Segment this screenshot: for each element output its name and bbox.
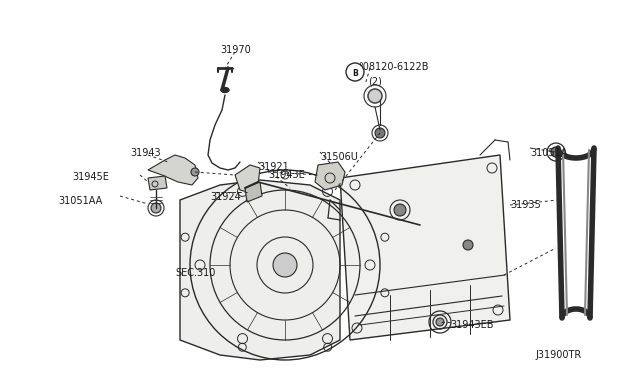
Circle shape [551, 147, 561, 157]
Text: 31935: 31935 [510, 200, 541, 210]
Text: (2): (2) [368, 76, 382, 86]
Circle shape [436, 318, 444, 326]
Text: 31970: 31970 [220, 45, 251, 55]
Circle shape [463, 240, 473, 250]
Text: 31506U: 31506U [320, 152, 358, 162]
Polygon shape [180, 180, 340, 360]
Circle shape [273, 253, 297, 277]
Polygon shape [148, 176, 167, 190]
Circle shape [151, 203, 161, 213]
Polygon shape [245, 182, 262, 202]
Text: J31900TR: J31900TR [535, 350, 581, 360]
Text: 31943EB: 31943EB [450, 320, 493, 330]
Ellipse shape [368, 89, 382, 103]
Text: 31921: 31921 [258, 162, 289, 172]
Text: 31051AA: 31051AA [58, 196, 102, 206]
Polygon shape [315, 162, 345, 190]
Ellipse shape [221, 87, 229, 93]
Text: 31924: 31924 [210, 192, 241, 202]
Circle shape [375, 128, 385, 138]
Text: B: B [352, 68, 358, 77]
Text: SEC.310: SEC.310 [175, 268, 216, 278]
Text: 31051A: 31051A [530, 148, 568, 158]
Polygon shape [235, 165, 260, 192]
Text: °08120-6122B: °08120-6122B [358, 62, 429, 72]
Polygon shape [340, 155, 510, 340]
Circle shape [394, 204, 406, 216]
Polygon shape [148, 155, 198, 185]
Text: 31943: 31943 [130, 148, 161, 158]
Text: 31943E: 31943E [268, 170, 305, 180]
Text: 31945E: 31945E [72, 172, 109, 182]
Circle shape [191, 168, 199, 176]
